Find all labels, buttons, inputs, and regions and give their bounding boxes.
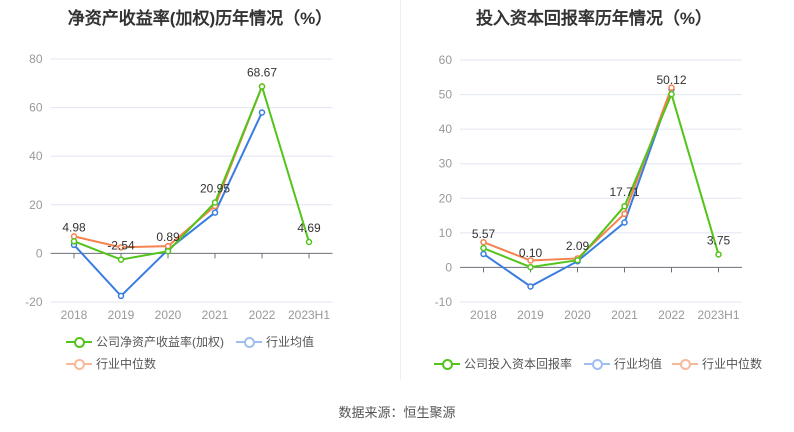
data-label: 4.69 [297, 221, 321, 235]
legend-label: 行业均值 [266, 335, 315, 349]
data-label: 68.67 [247, 66, 277, 80]
divider [400, 0, 401, 380]
data-point [480, 250, 487, 258]
x-tick-label: 2020 [155, 308, 182, 322]
legend-line-icon [584, 358, 610, 370]
legend-label: 公司净资产收益率(加权) [96, 335, 224, 349]
data-point [527, 263, 534, 271]
data-point [527, 283, 534, 290]
series-line-2 [73, 86, 263, 249]
data-label: 50.12 [656, 73, 686, 87]
legend-line-icon [66, 336, 92, 348]
charts-canvas: -20 0 20 40 60 80 2018 2019 2020 2021 2022 2023H1 4.… [25, 52, 742, 322]
data-label: 20.95 [200, 181, 230, 195]
series-line-2 [483, 87, 673, 262]
x-tick-label: 2019 [517, 308, 544, 322]
legend-label: 行业均值 [614, 357, 663, 371]
y-tick-label: -10 [435, 295, 453, 309]
x-tick-label: 2019 [108, 308, 135, 322]
data-point [527, 257, 534, 264]
data-point [258, 83, 266, 90]
data-point [668, 84, 675, 91]
data-point [621, 202, 628, 210]
data-point [117, 292, 125, 300]
data-label: 2.09 [566, 239, 590, 253]
y-tick-label: 0 [445, 260, 452, 274]
data-point [117, 244, 125, 251]
legend-line-icon [66, 358, 92, 370]
data-point [211, 199, 219, 206]
y-tick-label: 20 [439, 191, 453, 205]
legend-label: 行业中位数 [702, 357, 763, 371]
data-point [164, 247, 172, 255]
data-point [117, 256, 125, 263]
legend-item-industry-median[interactable]: 行业中位数 [66, 355, 156, 372]
y-tick-label: 40 [29, 149, 43, 163]
data-label: 17.71 [609, 185, 639, 199]
legend-line-icon [672, 358, 698, 370]
x-tick-label: 2022 [249, 308, 276, 322]
legend-item-company-roe[interactable]: 公司净资产收益率(加权) [66, 333, 224, 350]
legend-line-icon [236, 336, 262, 348]
y-tick-label: 30 [439, 157, 453, 171]
series-line-0 [73, 83, 310, 261]
y-tick-label: 60 [29, 101, 43, 115]
data-point [574, 256, 581, 264]
legend-item-industry-avg[interactable]: 行业均值 [236, 333, 314, 350]
x-tick-label: 2023H1 [697, 308, 739, 322]
data-point [715, 251, 722, 258]
chart-title-roe: 净资产收益率(加权)历年情况（%） [67, 9, 333, 28]
legend-item-company-roic[interactable]: 公司投入资本回报率 [434, 355, 572, 372]
data-label: 5.57 [472, 227, 496, 241]
data-point [258, 109, 266, 116]
y-tick-label: 10 [439, 226, 453, 240]
y-tick-label: 50 [439, 88, 453, 102]
data-point [305, 238, 313, 246]
x-tick-label: 2023H1 [288, 308, 330, 322]
x-tick-label: 2021 [202, 308, 229, 322]
data-point [211, 209, 219, 216]
x-tick-label: 2022 [658, 308, 685, 322]
y-tick-label: 80 [29, 52, 43, 66]
data-source: 数据来源：恒生聚源 [338, 405, 456, 420]
series-line-0 [483, 91, 720, 269]
y-tick-label: 60 [439, 53, 453, 67]
data-point [668, 90, 675, 98]
legend-item-industry-avg[interactable]: 行业均值 [584, 355, 662, 372]
x-tick-label: 2021 [611, 308, 638, 322]
data-point [480, 238, 487, 246]
y-tick-label: -20 [25, 295, 43, 309]
chart-title-roic: 投入资本回报率历年情况（%） [475, 9, 713, 28]
y-tick-label: 0 [36, 246, 43, 260]
data-point [621, 210, 628, 218]
legend-line-icon [434, 358, 460, 370]
data-point [480, 244, 487, 252]
legend-label: 行业中位数 [96, 357, 157, 371]
data-label: 0.10 [519, 246, 543, 260]
legend-label: 公司投入资本回报率 [464, 357, 573, 371]
legend-item-industry-median[interactable]: 行业中位数 [672, 355, 762, 372]
data-label: 3.75 [707, 233, 731, 247]
data-point [164, 242, 172, 250]
y-tick-label: 40 [439, 122, 453, 136]
x-tick-label: 2018 [470, 308, 497, 322]
x-tick-label: 2020 [564, 308, 591, 322]
data-point [70, 238, 78, 245]
data-point [621, 219, 628, 226]
y-tick-label: 20 [29, 198, 43, 212]
data-label: 4.98 [62, 220, 86, 234]
data-label: -2.54 [107, 239, 135, 253]
data-label: 0.89 [156, 230, 180, 244]
x-tick-label: 2018 [61, 308, 88, 322]
series-line-1 [73, 112, 263, 298]
